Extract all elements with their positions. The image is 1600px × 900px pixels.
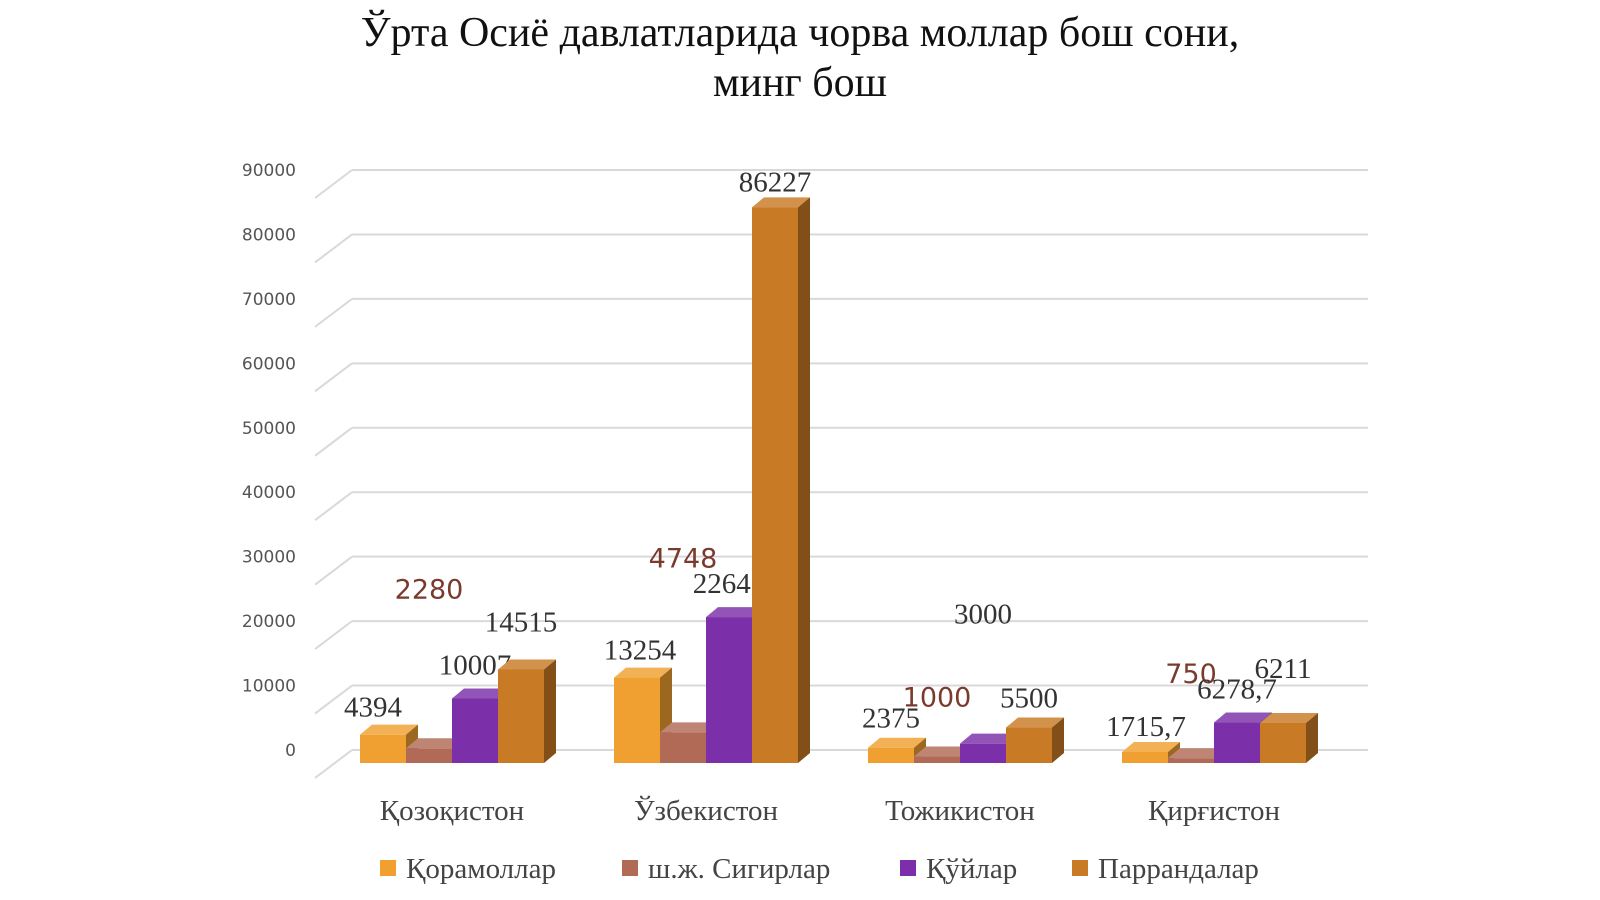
data-label: 1000 (903, 683, 972, 714)
data-label: 750 (1165, 659, 1217, 690)
legend-swatch (380, 860, 396, 876)
chart-title-line-2: минг бош (713, 60, 887, 106)
y-tick-label: 60000 (242, 354, 296, 374)
data-label: 13254 (604, 635, 677, 667)
data-label: 2280 (395, 574, 464, 605)
gridline-side (314, 298, 353, 328)
bar-top (1214, 712, 1272, 723)
gridline-side (314, 169, 353, 199)
y-tick-label: 20000 (242, 612, 296, 632)
gridline-side (314, 555, 353, 586)
gridline-side (314, 362, 353, 393)
bar-top (1168, 748, 1226, 759)
data-label: 1715,7 (1106, 711, 1186, 743)
bar-front (1006, 727, 1052, 763)
data-label: 14515 (485, 606, 558, 638)
bar-top (706, 607, 764, 618)
bar-top (406, 738, 464, 749)
bar-front (452, 698, 498, 763)
y-tick-label: 80000 (242, 225, 296, 245)
bar-top (1260, 712, 1318, 723)
data-label: 6211 (1255, 653, 1312, 685)
data-label: 4748 (649, 543, 718, 574)
x-tick-label: Ўзбекистон (634, 794, 778, 827)
bar-side (1306, 712, 1318, 763)
bar-top (1122, 741, 1180, 752)
bar-top (752, 197, 810, 208)
chart-title: Ўрта Осиё давлатларида чорва моллар бош … (0, 8, 1600, 108)
x-tick-label: Қозоқистон (380, 795, 524, 827)
legend-label: Паррандалар (1098, 853, 1259, 885)
bar-front (614, 677, 660, 763)
gridline-side (314, 426, 353, 457)
bar-top (360, 724, 418, 735)
x-tick-label: Қирғистон (1148, 795, 1280, 827)
y-tick-label: 40000 (242, 483, 296, 503)
bar-top (1006, 717, 1064, 728)
y-tick-label: 70000 (242, 290, 296, 310)
y-tick-label: 50000 (242, 419, 296, 439)
bar-top (868, 737, 926, 748)
legend-label: ш.ж. Сигирлар (648, 853, 830, 885)
gridline-side (314, 620, 353, 650)
gridline-side (314, 491, 353, 522)
legend-swatch (1072, 860, 1088, 876)
bar-side (544, 659, 556, 763)
bar-front (706, 617, 752, 763)
bar-top (960, 733, 1018, 744)
gridline-side (314, 233, 353, 264)
x-tick-label: Тожикистон (885, 795, 1035, 827)
y-tick-label: 10000 (242, 677, 296, 697)
bar-front (752, 207, 798, 764)
bar-top (614, 667, 672, 678)
bar-front (914, 756, 960, 763)
data-label: 4394 (344, 692, 403, 724)
bar-top (660, 722, 718, 733)
bar-front (1122, 751, 1168, 763)
gridline-side (314, 749, 353, 779)
bar-top (914, 746, 972, 757)
data-label: 5500 (1000, 683, 1058, 715)
gridline-side (314, 684, 353, 715)
legend-label: Қўйлар (926, 853, 1017, 885)
y-tick-label: 90000 (242, 161, 296, 181)
legend-swatch (900, 860, 916, 876)
bar-front (360, 734, 406, 763)
bar-front (868, 747, 914, 763)
bar-top (452, 688, 510, 699)
data-label: 2375 (862, 703, 920, 735)
legend-label: Қорамоллар (406, 853, 556, 885)
legend-swatch (622, 860, 638, 876)
bar-front (498, 669, 544, 763)
data-label: 6278,7 (1197, 674, 1277, 706)
bar-top (498, 659, 556, 670)
bar-front (1260, 722, 1306, 763)
data-label: 86227 (739, 166, 812, 198)
chart-title-line-1: Ўрта Осиё давлатларида чорва моллар бош … (360, 10, 1240, 56)
bar-front (960, 743, 1006, 763)
y-tick-label: 0 (285, 741, 296, 761)
bar-side (798, 197, 810, 764)
bar-side (1052, 717, 1064, 763)
bar-front (406, 748, 452, 763)
bar-front (1214, 722, 1260, 763)
data-label: 3000 (954, 599, 1012, 631)
bar-front (660, 732, 706, 763)
y-tick-label: 30000 (242, 548, 296, 568)
bar-front (1168, 758, 1214, 763)
